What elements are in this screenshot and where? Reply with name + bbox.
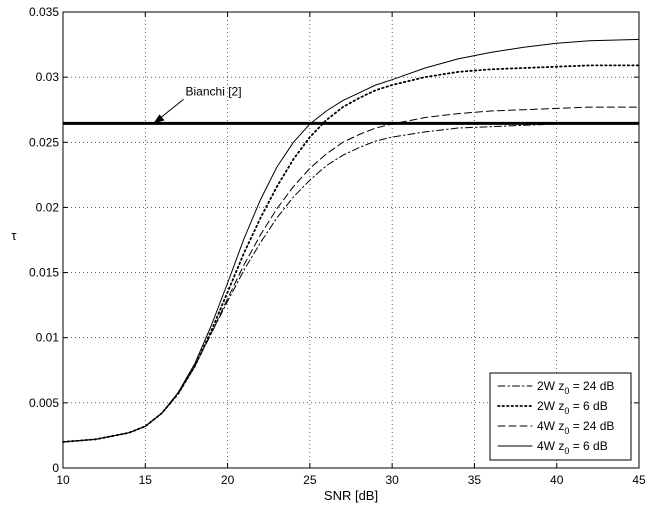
bianchi-annotation: Bianchi [2] [153,84,242,124]
x-tick-label: 30 [385,473,399,487]
series-lines [62,38,640,443]
x-tick-label: 25 [303,473,317,487]
y-tick-label: 0.035 [29,5,59,19]
x-tick-label: 20 [221,473,235,487]
series-line-1 [62,122,640,443]
y-tick-label: 0.015 [29,266,59,280]
x-tick-label: 35 [468,473,482,487]
legend-label-subscript: 0 [564,426,569,436]
annotation-arrow-line [158,99,184,120]
legend-label-4: 4W z0 = 6 dB [537,439,608,456]
legend-label-1: 2W z0 = 24 dB [537,379,614,396]
x-tick-label: 15 [139,473,153,487]
axis-ticks [62,11,640,469]
y-tick-label: 0 [52,461,59,475]
legend-label-subscript: 0 [564,386,569,396]
y-tick-label: 0.02 [36,200,60,214]
axes-frame [62,11,640,469]
legend-label-suffix: = 24 dB [569,419,614,433]
x-tick-label: 10 [56,473,70,487]
tick-labels: 10 15 20 25 30 35 40 45 0 0.005 0.01 0.015 0.02 0.025… [29,5,646,487]
legend-label-subscript: 0 [564,446,569,456]
y-tick-label: 0.005 [29,396,59,410]
legend-label-subscript: 0 [564,406,569,416]
legend-label-suffix: = 24 dB [569,379,614,393]
grid-lines [63,12,639,468]
y-axis-label: τ [11,228,17,243]
x-tick-label: 45 [632,473,646,487]
legend-label-prefix: 2W z [537,399,564,413]
legend-label-prefix: 2W z [537,379,564,393]
x-tick-label: 40 [550,473,564,487]
y-tick-label: 0.01 [36,331,60,345]
legend-label-suffix: = 6 dB [569,399,607,413]
y-tick-label: 0.025 [29,135,59,149]
y-tick-label: 0.03 [36,70,60,84]
legend-label-prefix: 4W z [537,419,564,433]
series-line-4 [62,38,640,443]
legend-label-3: 4W z0 = 24 dB [537,419,614,436]
x-axis-label: SNR [dB] [324,488,378,503]
annotation-arrow-head [153,114,165,124]
legend-label-2: 2W z0 = 6 dB [537,399,608,416]
legend-label-suffix: = 6 dB [569,439,607,453]
legend-label-prefix: 4W z [537,439,564,453]
annotation-text: Bianchi [2] [186,84,242,98]
series-line-3 [62,106,640,443]
